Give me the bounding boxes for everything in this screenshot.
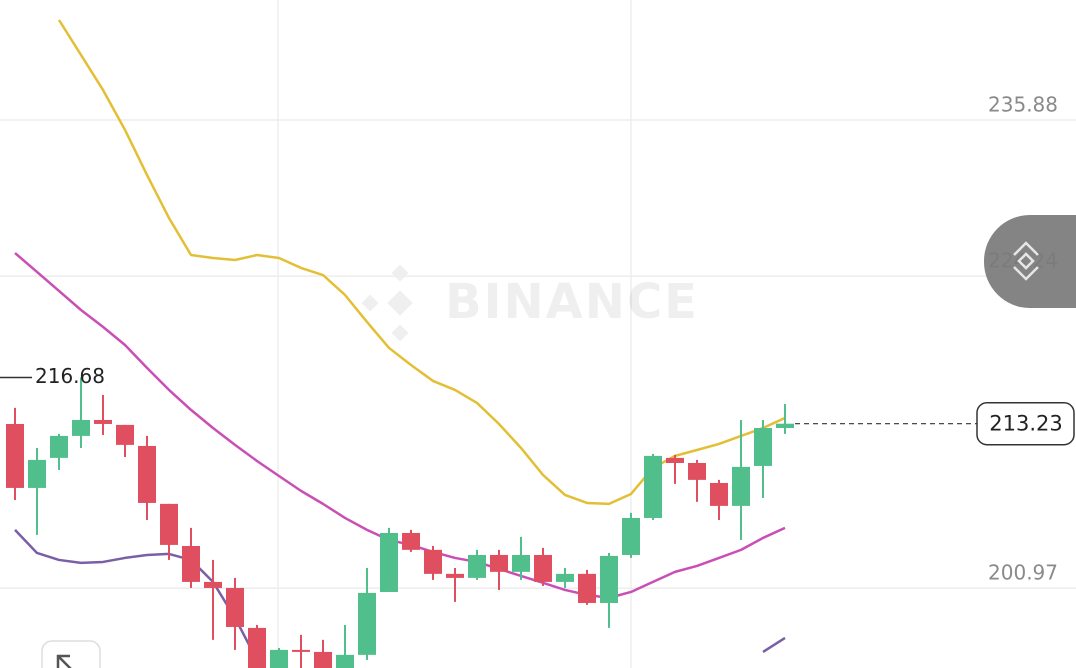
candle-body bbox=[160, 503, 178, 545]
high-label: 216.68 bbox=[35, 364, 105, 388]
candle-body bbox=[644, 455, 662, 518]
candle-body bbox=[622, 517, 640, 555]
expand-button[interactable] bbox=[41, 640, 101, 668]
last-price-box bbox=[976, 401, 1075, 446]
candle-body bbox=[424, 549, 442, 574]
moving-average-line bbox=[57, 19, 786, 506]
candle-body bbox=[292, 649, 310, 652]
last-price-label: 213.23 bbox=[989, 412, 1062, 436]
candle-body bbox=[490, 554, 508, 572]
logo-tab-bg[interactable] bbox=[984, 215, 1076, 308]
candle-body bbox=[468, 554, 486, 578]
candle-body bbox=[182, 545, 200, 582]
candle-body bbox=[138, 445, 156, 503]
candle-body bbox=[28, 459, 46, 488]
candle-body bbox=[556, 573, 574, 582]
candle-body bbox=[336, 654, 354, 668]
candle-body bbox=[512, 554, 530, 572]
logo-tab[interactable] bbox=[984, 215, 1076, 308]
grid bbox=[277, 0, 632, 668]
y-tick-label: 235.88 bbox=[988, 93, 1058, 117]
candle-body bbox=[226, 587, 244, 627]
y-tick-label: 200.97 bbox=[988, 561, 1058, 585]
candle-body bbox=[666, 457, 684, 463]
candle-body bbox=[732, 466, 750, 506]
labels: 216.68 213.23 bbox=[0, 364, 1075, 446]
candle-body bbox=[6, 423, 24, 488]
candle-body bbox=[446, 573, 464, 578]
candle-body bbox=[72, 419, 90, 436]
candle-body bbox=[380, 532, 398, 592]
candle-body bbox=[710, 482, 728, 506]
candle-body bbox=[358, 592, 376, 655]
candles bbox=[6, 377, 794, 668]
candle-body bbox=[600, 555, 618, 603]
candle-body bbox=[248, 627, 266, 668]
watermark-text: BINANCE bbox=[445, 274, 699, 330]
candle-body bbox=[776, 423, 794, 428]
expand-button-bg[interactable] bbox=[41, 640, 101, 668]
candle-body bbox=[534, 554, 552, 582]
logo-icon bbox=[1013, 241, 1039, 281]
candle-body bbox=[116, 424, 134, 445]
candle-body bbox=[204, 581, 222, 588]
candle-body bbox=[270, 649, 288, 668]
candle-body bbox=[402, 532, 420, 550]
candle-body bbox=[688, 462, 706, 480]
candle-body bbox=[578, 573, 596, 603]
candle-body bbox=[314, 651, 332, 668]
candle-body bbox=[50, 435, 68, 458]
moving-average-line bbox=[14, 252, 786, 600]
moving-average-line bbox=[14, 529, 786, 661]
candle-body bbox=[754, 427, 772, 466]
candle-body bbox=[94, 419, 112, 424]
